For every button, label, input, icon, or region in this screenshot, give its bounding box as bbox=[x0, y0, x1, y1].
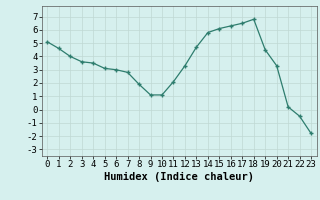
X-axis label: Humidex (Indice chaleur): Humidex (Indice chaleur) bbox=[104, 172, 254, 182]
